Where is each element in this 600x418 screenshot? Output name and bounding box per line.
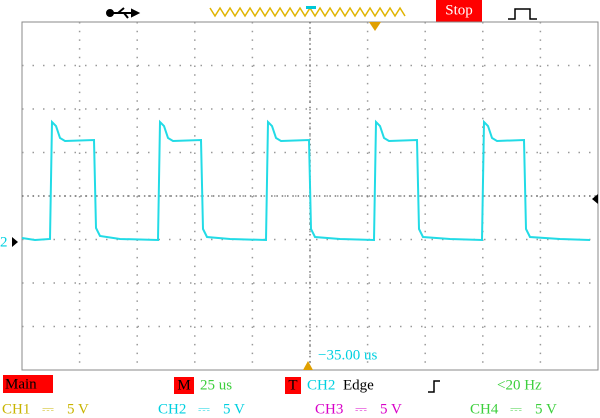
- trigger-box: [285, 377, 301, 394]
- channel-scale: 5 V: [67, 401, 89, 417]
- trigger-source: CH2: [307, 377, 335, 393]
- channel-coupling: ⎓: [510, 401, 522, 417]
- channel-scale: 5 V: [535, 401, 557, 417]
- view-marker: [306, 6, 316, 9]
- waveform-trace: [21, 119, 591, 242]
- channel-name: CH4: [470, 401, 499, 417]
- channel-scale: 5 V: [380, 401, 402, 417]
- channel-marker: 2: [0, 234, 8, 250]
- channel-coupling: ⎓: [355, 401, 367, 417]
- edge-icon: [428, 380, 440, 393]
- run-status: Stop: [445, 2, 473, 18]
- channel-coupling: ⎓: [42, 401, 54, 417]
- channel-ground-marker: [12, 237, 18, 247]
- channel-scale: 5 V: [223, 401, 245, 417]
- trigger-offset: −35.00 us: [318, 347, 377, 363]
- mode: Main: [5, 376, 37, 392]
- trigger-level-marker: [592, 194, 598, 204]
- trigger-position-marker: [369, 22, 381, 31]
- channel-name: CH1: [2, 401, 30, 417]
- trigger-type: Edge: [343, 377, 374, 393]
- frequency: <20 Hz: [497, 377, 542, 393]
- mode-box: [3, 375, 53, 393]
- trigger-position-marker: [303, 361, 313, 370]
- memory-indicator: [209, 6, 406, 18]
- channel-list: CH1 ⎓ 5 V CH2 ⎓ 5 V CH3 ⎓ 5 V CH4 ⎓ 5 V: [2, 401, 557, 417]
- channel-coupling: ⎓: [198, 401, 210, 417]
- usb-icon: [106, 7, 141, 19]
- status-box: [436, 0, 482, 22]
- timebase-label: M: [177, 377, 190, 393]
- timebase: 25 us: [200, 377, 232, 393]
- trigger-icon: [508, 8, 537, 20]
- channel-name: CH3: [315, 401, 343, 417]
- trigger-label: T: [288, 377, 297, 393]
- channel-name: CH2: [158, 401, 186, 417]
- timebase-box: [174, 377, 194, 394]
